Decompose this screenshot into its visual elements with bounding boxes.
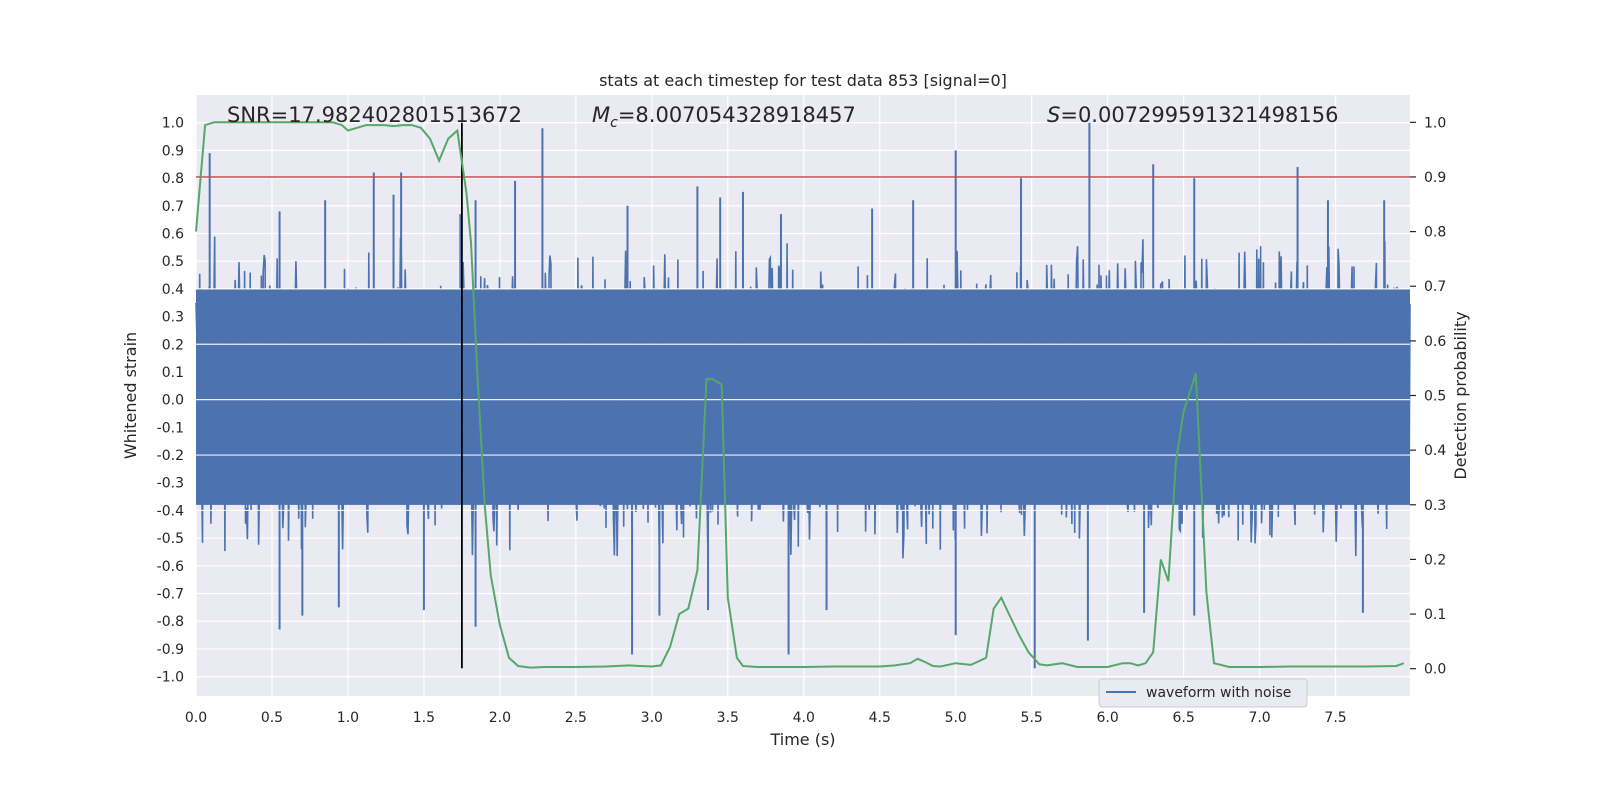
x-tick-label: 7.0: [1248, 710, 1270, 726]
y-tick-label-left: 0.6: [162, 226, 184, 242]
x-axis-label: Time (s): [769, 730, 835, 749]
x-tick-label: 2.5: [565, 710, 587, 726]
x-tick-label: 5.0: [945, 710, 967, 726]
y-tick-label-left: -0.3: [157, 476, 184, 492]
y-tick-label-left: 0.3: [162, 310, 184, 326]
y-tick-label-left: 0.4: [162, 282, 184, 298]
y-tick-label-left: 0.0: [162, 393, 184, 409]
chirp-mass-subscript: c: [610, 115, 618, 131]
x-tick-label: 5.5: [1021, 710, 1043, 726]
y-tick-label-left: -0.7: [157, 587, 184, 603]
chirp-mass-annotation: Mc=8.007054328918457: [592, 103, 856, 131]
y-tick-label-left: -0.9: [157, 642, 184, 658]
y-tick-label-left: -0.4: [157, 503, 184, 519]
y-tick-label-left: 0.5: [162, 254, 184, 270]
x-tick-label: 6.0: [1097, 710, 1119, 726]
x-tick-label: 0.0: [185, 710, 207, 726]
y-tick-label-left: -0.2: [157, 448, 184, 464]
y-tick-label-left: -1.0: [157, 670, 184, 686]
y-tick-label-right: 0.0: [1424, 662, 1446, 678]
x-tick-label: 0.5: [261, 710, 283, 726]
detection-probability-line: [195, 121, 1405, 669]
legend: waveform with noise: [1098, 678, 1308, 708]
waveform-series: [195, 122, 1411, 669]
y-tick-label-left: -0.1: [157, 420, 184, 436]
y-tick-label-right: 0.8: [1424, 225, 1446, 241]
y-axis-ticks-right: 1.0 0.9 0.8 0.7 0.6 0.5 0.4 0.3 0.2 0.1 0.0: [1410, 115, 1446, 678]
y-tick-label-left: 0.9: [162, 143, 184, 159]
x-tick-label: 2.0: [489, 710, 511, 726]
y-axis-ticks-left: 1.0 0.9 0.8 0.7 0.6 0.5 0.4 0.3 0.2 0.1 0.0 -0.1 -0.…: [157, 116, 184, 686]
s-statistic-symbol: S: [1047, 103, 1060, 127]
waveform-trace: [195, 236, 1411, 559]
x-tick-label: 6.5: [1172, 710, 1194, 726]
s-statistic-value: =0.007299591321498156: [1060, 103, 1338, 127]
y-tick-label-right: 0.4: [1424, 443, 1446, 459]
legend-box: [1098, 678, 1308, 708]
y-tick-label-left: -0.8: [157, 614, 184, 630]
y-tick-label-right: 1.0: [1424, 115, 1446, 131]
x-tick-label: 7.5: [1324, 710, 1346, 726]
x-tick-label: 3.0: [641, 710, 663, 726]
legend-label-waveform: waveform with noise: [1146, 685, 1291, 701]
x-tick-label: 3.5: [717, 710, 739, 726]
x-tick-label: 4.0: [793, 710, 815, 726]
x-axis-ticks: 0.0 0.5 1.0 1.5 2.0 2.5 3.0 3.5 4.0 4.5 5.0 5.5 6.0 6…: [185, 710, 1347, 726]
chart-title: stats at each timestep for test data 853…: [599, 71, 1007, 90]
y-tick-label-right: 0.5: [1424, 389, 1446, 405]
y-tick-label-right: 0.2: [1424, 552, 1446, 568]
y-tick-label-right: 0.1: [1424, 607, 1446, 623]
y-tick-label-left: 1.0: [162, 116, 184, 132]
y-tick-label-right: 0.6: [1424, 334, 1446, 350]
y-tick-label-right: 0.7: [1424, 279, 1446, 295]
y-tick-label-left: 0.7: [162, 199, 184, 215]
y-tick-label-right: 0.9: [1424, 170, 1446, 186]
y-axis-label-left: Whitened strain: [121, 332, 140, 459]
chirp-mass-value: =8.007054328918457: [618, 103, 856, 127]
x-tick-label: 1.5: [413, 710, 435, 726]
x-tick-label: 4.5: [869, 710, 891, 726]
s-statistic-annotation: S=0.007299591321498156: [1047, 103, 1338, 127]
y-tick-label-left: -0.5: [157, 531, 184, 547]
y-axis-label-right: Detection probability: [1451, 311, 1470, 479]
y-tick-label-left: 0.1: [162, 365, 184, 381]
y-tick-label-left: -0.6: [157, 559, 184, 575]
x-tick-label: 1.0: [337, 710, 359, 726]
snr-annotation: SNR=17.982402801513672: [227, 103, 522, 127]
chirp-mass-symbol: M: [592, 103, 610, 127]
y-tick-label-left: 0.8: [162, 171, 184, 187]
grid-overlay: [196, 288, 1410, 512]
y-tick-label-left: 0.2: [162, 337, 184, 353]
y-tick-label-right: 0.3: [1424, 498, 1446, 514]
